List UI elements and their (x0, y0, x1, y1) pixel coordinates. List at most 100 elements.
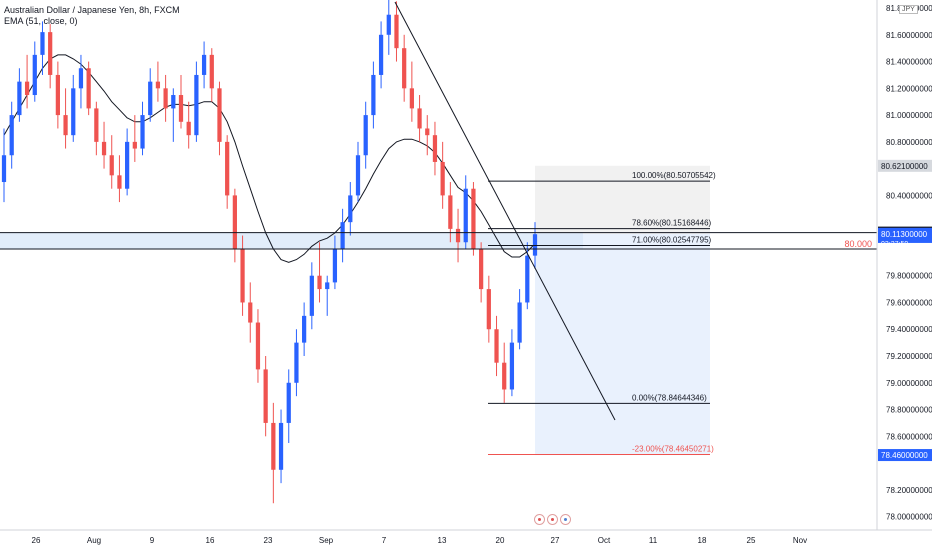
candle-body (509, 342, 515, 390)
candle-body (471, 188, 476, 249)
trend-line (394, 1, 616, 421)
candle-body (302, 315, 307, 343)
candle-body (63, 115, 68, 136)
price-badge-label: 80.11300000 (881, 230, 928, 239)
support-zone (0, 232, 583, 249)
candle-body (132, 141, 137, 149)
time-tick-label: 16 (206, 536, 215, 545)
candle-body (225, 141, 230, 196)
candle-body (455, 228, 461, 243)
candle-body (271, 422, 276, 470)
candle-body (386, 14, 391, 35)
fib-levels: 100.00%(80.50705542) 78.60%(80.15168446) 7… (488, 171, 716, 455)
candle-body (517, 302, 522, 343)
time-tick-label: Oct (598, 536, 611, 545)
price-tick-label: 81.60000000 (886, 31, 932, 40)
candle-body (409, 88, 414, 109)
price-badge-bg (878, 242, 932, 255)
candle-body (109, 155, 114, 176)
candle-body (432, 135, 438, 162)
price-tick-label: 78.80000000 (886, 406, 932, 415)
event-marker-icon[interactable] (547, 514, 558, 525)
price-badge (878, 227, 932, 248)
fib-label: 78.60%(80.15168446) (632, 219, 712, 228)
candle-body (86, 68, 91, 109)
price-tick-label: 79.80000000 (886, 272, 932, 281)
event-marker-icon[interactable] (534, 514, 545, 525)
candle-body (71, 88, 76, 136)
candle-body (355, 155, 361, 196)
time-tick-label: Nov (793, 536, 807, 545)
time-tick-label: 9 (150, 536, 155, 545)
time-tick-label: 25 (747, 536, 756, 545)
candle-body (24, 81, 30, 96)
price-tick-label: 79.00000000 (886, 379, 932, 388)
time-tick-label: 23 (264, 536, 273, 545)
price-axis: 81.8000000081.6000000081.4000000081.2000… (844, 0, 932, 550)
candle-body (148, 81, 153, 116)
candle-body (125, 141, 130, 189)
candle-body (332, 248, 338, 283)
candle-body (194, 74, 199, 136)
price-tick-label: 78.60000000 (886, 432, 932, 441)
time-tick-label: 18 (698, 536, 707, 545)
price-badge (878, 159, 932, 172)
candle-body (48, 32, 53, 75)
fib-label: 71.00%(80.02547795) (632, 236, 712, 245)
candle-body (525, 255, 530, 303)
price-badge (878, 449, 932, 462)
stop-zone (535, 165, 710, 234)
price-tick-label: 80.40000000 (886, 191, 932, 200)
drawing-lines (0, 1, 877, 421)
time-tick-label: 27 (551, 536, 560, 545)
candle-body (55, 74, 60, 116)
price-tick-label: 78.00000000 (886, 513, 932, 522)
candle-body (479, 248, 484, 290)
candle-body (448, 195, 453, 229)
candle-body (1, 155, 7, 183)
candle-body (40, 32, 45, 55)
fib-label: 0.00%(78.84644346) (632, 393, 707, 402)
time-tick-label: 26 (32, 536, 41, 545)
time-tick-label: 20 (496, 536, 505, 545)
time-axis: 26 Aug 9 16 23 Sep 7 13 20 27 Oct 11 18 25 Nov (0, 529, 932, 545)
ema-indicator-label: EMA (51, close, 0) (4, 16, 78, 26)
event-icons[interactable] (534, 514, 571, 525)
event-marker-icon[interactable] (560, 514, 571, 525)
candle-body (363, 115, 368, 156)
price-tick-label: 79.40000000 (886, 325, 932, 334)
candle-body (171, 95, 176, 109)
candle-body (163, 88, 168, 109)
candle-body (394, 14, 399, 49)
candle-body (248, 302, 253, 323)
candle-body (17, 81, 22, 116)
currency-badge[interactable]: JPY (899, 5, 918, 14)
target-zone (535, 233, 710, 456)
candle-body (32, 54, 37, 96)
candle-body (494, 329, 499, 363)
time-tick-label: Sep (319, 536, 334, 545)
price-tick-label: 78.20000000 (886, 486, 932, 495)
candle-body (101, 141, 107, 156)
time-tick-label: Aug (87, 536, 101, 545)
fib-label: 100.00%(80.50705542) (632, 171, 716, 180)
price-badge-label: 78.46000000 (881, 451, 928, 460)
candle-body (294, 342, 299, 383)
candle-body (286, 382, 291, 423)
candle-body (78, 68, 84, 89)
candle-body (502, 362, 507, 390)
symbol-title: Australian Dollar / Japanese Yen, 8h, FX… (4, 5, 180, 15)
candle-body (117, 175, 122, 189)
candle-body (240, 248, 245, 303)
candle-body (378, 34, 384, 75)
fib-label: -23.00%(78.46450271) (632, 444, 714, 453)
price-line-label: 80.000 (844, 239, 872, 249)
candle-body (486, 289, 491, 330)
ema-polyline (3, 54, 536, 263)
candle-body (155, 81, 161, 89)
candle-body (232, 195, 237, 249)
candle-body (217, 88, 222, 142)
candle-body (440, 161, 445, 196)
candle-body (317, 275, 322, 290)
